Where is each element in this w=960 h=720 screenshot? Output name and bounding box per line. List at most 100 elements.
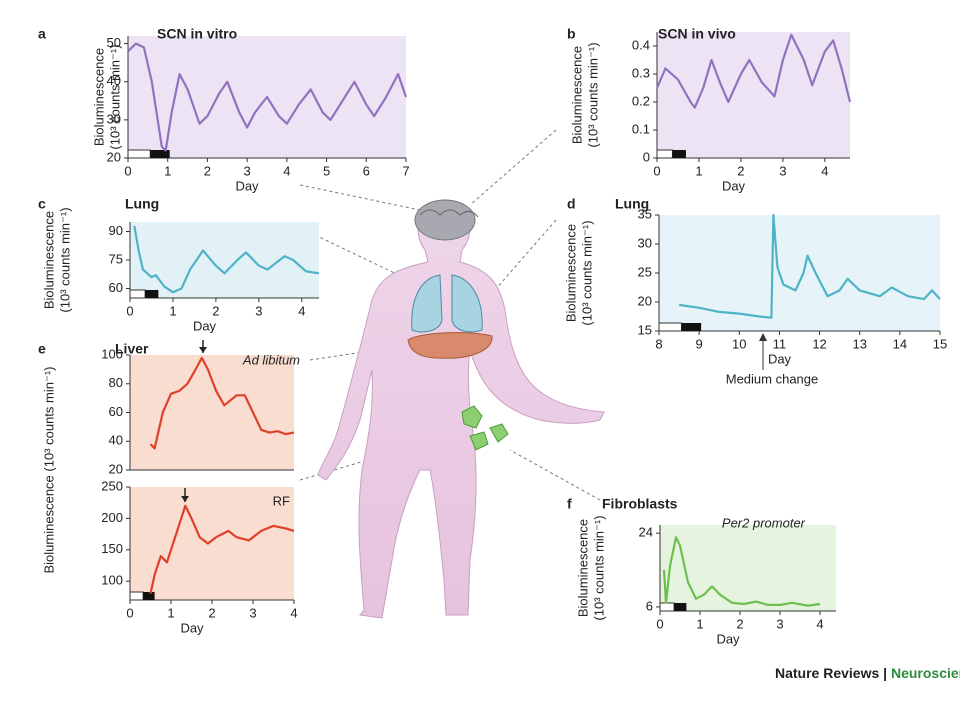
dark-bar (145, 290, 159, 298)
panel-letter: b (567, 26, 576, 42)
annotation: Per2 promoter (722, 515, 806, 530)
y-tick-label: 24 (639, 525, 653, 540)
x-tick-label: 2 (212, 303, 219, 318)
y-axis-label: Bioluminescence (91, 48, 106, 146)
y-tick-label: 0 (643, 149, 650, 164)
y-axis-label: (10³ counts min⁻¹) (107, 44, 122, 149)
light-bar (658, 322, 682, 332)
y-axis-label: Bioluminescence (575, 519, 590, 617)
x-tick-label: 2 (736, 616, 743, 631)
y-tick-label: 60 (109, 280, 123, 295)
y-tick-label: 250 (101, 478, 123, 493)
x-tick-label: 14 (893, 336, 907, 351)
data-line (127, 42, 408, 152)
x-tick-label: 9 (696, 336, 703, 351)
x-tick-label: 4 (298, 303, 305, 318)
arrow-head (759, 333, 767, 341)
x-tick-label: 3 (255, 303, 262, 318)
dark-bar (681, 323, 702, 331)
dark-bar (674, 603, 687, 611)
y-tick-label: 100 (101, 573, 123, 588)
panel-title: SCN in vivo (658, 26, 736, 42)
data-line (655, 33, 852, 109)
y-tick-label: 90 (109, 223, 123, 238)
light-bar (129, 289, 146, 299)
y-tick-label: 0.2 (632, 93, 650, 108)
panel-letter: f (567, 496, 572, 512)
x-tick-label: 5 (323, 163, 330, 178)
y-tick-label: 0.4 (632, 37, 650, 52)
x-tick-label: 4 (821, 163, 828, 178)
dark-bar (672, 150, 686, 158)
plot-background (657, 32, 850, 158)
x-tick-label: 3 (249, 605, 256, 620)
y-tick-label: 35 (638, 206, 652, 221)
data-line (662, 536, 821, 607)
light-bar (656, 149, 673, 159)
light-bar (659, 602, 675, 612)
annotation: RF (273, 493, 290, 508)
annotation: Ad libitum (242, 352, 300, 367)
dark-bar (143, 592, 155, 600)
y-axis-label: Bioluminescence (10³ counts min⁻¹) (41, 367, 56, 574)
y-tick-label: 20 (638, 293, 652, 308)
x-tick-label: 3 (779, 163, 786, 178)
credit-separator: | (883, 665, 887, 681)
x-tick-label: 3 (244, 163, 251, 178)
y-tick-label: 40 (109, 433, 123, 448)
y-tick-label: 50 (107, 35, 121, 50)
x-axis-label: Day (768, 351, 792, 366)
x-tick-label: 1 (695, 163, 702, 178)
credit-section: Neuroscience (891, 665, 960, 681)
credit: Nature Reviews | Neuroscience (775, 665, 960, 681)
y-tick-label: 200 (101, 510, 123, 525)
x-tick-label: 0 (656, 616, 663, 631)
y-axis-label: (10³ counts min⁻¹) (57, 207, 72, 312)
y-tick-label: 80 (109, 375, 123, 390)
y-tick-label: 0.1 (632, 121, 650, 136)
y-tick-label: 100 (101, 346, 123, 361)
x-tick-label: 12 (812, 336, 826, 351)
x-tick-label: 13 (852, 336, 866, 351)
x-axis-label: Day (716, 631, 740, 646)
data-line (678, 213, 941, 319)
y-axis-label: Bioluminescence (569, 46, 584, 144)
x-tick-label: 2 (204, 163, 211, 178)
y-tick-label: 30 (638, 235, 652, 250)
panel: 15 20 25 30 35 8 9 10 11 12 13 14 15 Day d Lung Biolumin… (563, 196, 947, 387)
panel: 60 75 90 0 1 2 3 4 Day c Lung Bioluminescence (10³ c… (38, 196, 320, 333)
x-axis-label: Day (180, 620, 204, 635)
panel: 20 30 40 50 0 1 2 3 4 5 6 7 Day a SCN in vitro Biolumin… (38, 26, 410, 194)
panel-letter: e (38, 341, 46, 357)
x-tick-label: 0 (653, 163, 660, 178)
x-tick-label: 1 (169, 303, 176, 318)
arrow-head (199, 347, 207, 353)
x-tick-label: 15 (933, 336, 947, 351)
y-tick-label: 75 (109, 251, 123, 266)
plot-background (130, 355, 294, 470)
y-tick-label: 60 (109, 404, 123, 419)
plot-background (659, 215, 940, 331)
y-tick-label: 40 (107, 73, 121, 88)
x-axis-label: Day (235, 178, 259, 193)
x-tick-label: 1 (164, 163, 171, 178)
y-tick-label: 15 (638, 322, 652, 337)
panel: 20 40 60 80 100 e Liver Bioluminescence (10³ co… (38, 341, 300, 574)
y-tick-label: 20 (109, 461, 123, 476)
data-line (149, 504, 295, 594)
x-tick-label: 1 (167, 605, 174, 620)
y-tick-label: 150 (101, 541, 123, 556)
plot-background (130, 222, 319, 298)
x-tick-label: 2 (737, 163, 744, 178)
x-tick-label: 11 (773, 336, 787, 351)
x-tick-label: 10 (732, 336, 746, 351)
light-bar (127, 149, 151, 159)
y-axis-label: Bioluminescence (41, 211, 56, 309)
x-tick-label: 0 (124, 163, 131, 178)
dark-bar (150, 150, 170, 158)
x-tick-label: 2 (208, 605, 215, 620)
light-bar (129, 591, 144, 601)
y-tick-label: 0.3 (632, 65, 650, 80)
y-tick-label: 20 (107, 149, 121, 164)
